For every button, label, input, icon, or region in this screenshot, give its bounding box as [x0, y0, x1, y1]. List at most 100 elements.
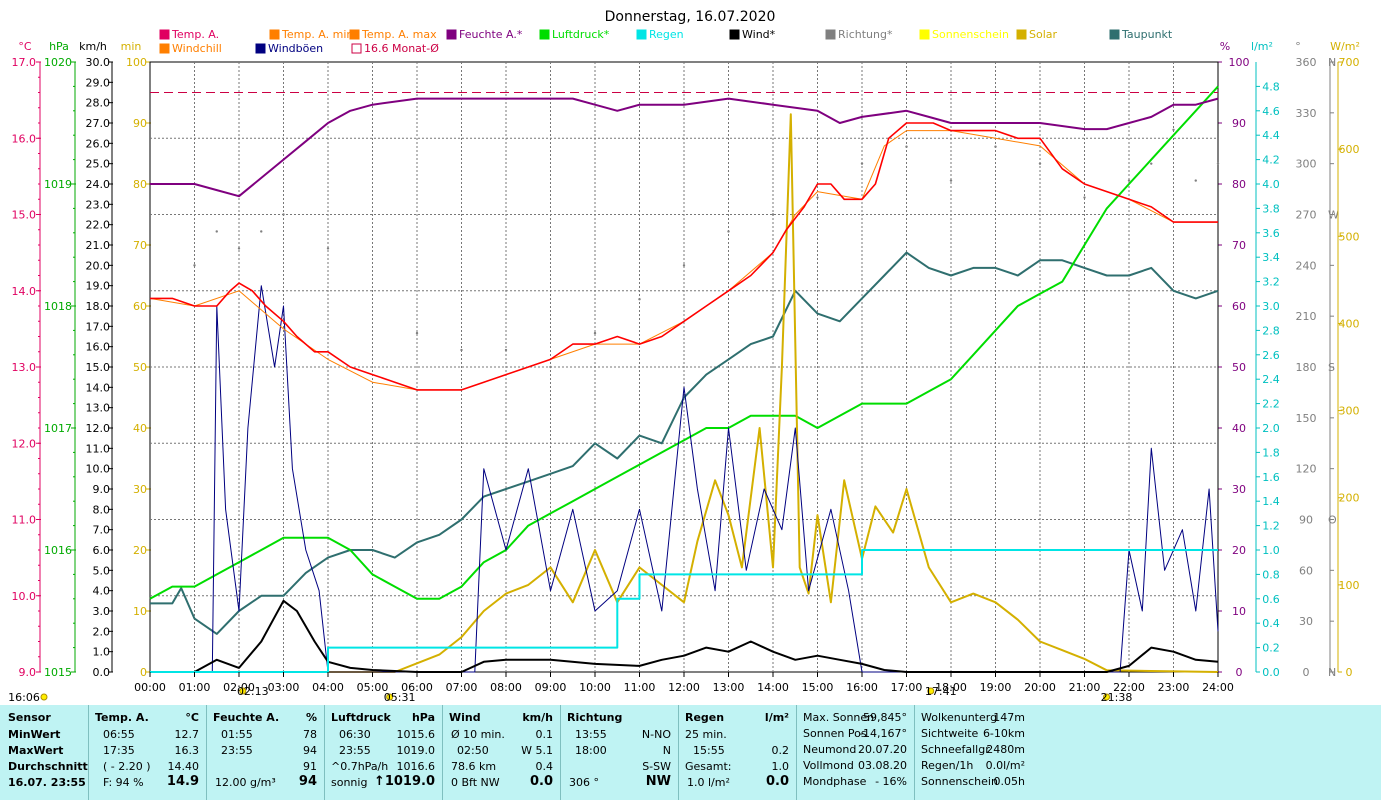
x-tick-label: 18:00 — [935, 681, 967, 694]
sun-icon — [1103, 693, 1111, 701]
dir-value-2: N — [662, 744, 671, 757]
wind-axis-tick-label: 27.0 — [86, 117, 111, 130]
temp-axis-tick-label: 12.0 — [12, 437, 37, 450]
rain-axis-tick-label: 0.8 — [1262, 568, 1280, 581]
temp-avg-value: 14.40 — [167, 760, 200, 773]
unit-pressure: hPa — [49, 40, 69, 53]
direction-axis-tick-label: 210 — [1296, 310, 1317, 323]
rain-axis-tick-label: 0.2 — [1262, 642, 1280, 655]
wind-axis-tick-label: 22.0 — [86, 219, 111, 232]
rain-now-value: 0.0 — [765, 774, 789, 789]
legend-label: Windchill — [172, 42, 222, 55]
moonphase-label: Mondphase — [803, 775, 867, 788]
fullmoon-label: Vollmond — [803, 759, 854, 772]
hum-abs-note: 12.00 g/m³ — [215, 776, 276, 789]
hum-min-value: 78 — [303, 728, 317, 741]
stats-col-temp: Temp. A. °C 06:55 12.7 17:35 16.3 ( - 2.… — [88, 705, 207, 800]
x-tick-label: 14:00 — [757, 681, 789, 694]
legend-label: Windböen — [268, 42, 323, 55]
stats-col-rain: Regen l/m² 25 min. 15:55 0.2 Gesamt: 1.0… — [678, 705, 797, 800]
direction-point — [215, 230, 218, 233]
press-max-time: 23:55 — [339, 744, 371, 757]
hum-avg-value: 91 — [303, 760, 317, 773]
fullmoon-value: 03.08.20 — [858, 759, 907, 772]
cloudbase-label: Wolkenunterg — [921, 711, 998, 724]
rain-axis-tick-label: 2.0 — [1262, 422, 1280, 435]
humidity-axis-tick-label: 50 — [1232, 361, 1246, 374]
direction-point — [860, 162, 864, 165]
direction-axis-tick-label: 180 — [1296, 361, 1317, 374]
direction-axis-tick-label: 120 — [1296, 463, 1317, 476]
series-temp-a — [150, 122, 1218, 391]
direction-point — [771, 213, 775, 216]
hum-min-time: 01:55 — [221, 728, 253, 741]
wind-axis-tick-label: 0.0 — [93, 666, 111, 679]
series-regen — [150, 549, 1218, 673]
x-tick-label: 24:00 — [1202, 681, 1234, 694]
series-feuchte-a — [150, 97, 1219, 198]
press-forecast: sonnig — [331, 776, 368, 789]
direction-axis-tick-label: 240 — [1296, 259, 1317, 272]
rain-total-label: Gesamt: — [685, 760, 732, 773]
temp-axis-tick-label: 10.0 — [12, 590, 37, 603]
legend-label: Taupunkt — [1121, 28, 1173, 41]
wind-header: Wind — [449, 711, 481, 724]
rain-unit: l/m² — [764, 711, 789, 724]
solar-axis-tick-label: 200 — [1339, 492, 1360, 505]
wind-axis-tick-label: 21.0 — [86, 239, 111, 252]
wind-axis-tick-label: 15.0 — [86, 361, 111, 374]
rain-sum: 1.0 l/m² — [687, 776, 730, 789]
wind-axis-tick-label: 24.0 — [86, 178, 111, 191]
stats-col-misc: Wolkenunterg 147m Sichtweite 6-10km Schn… — [914, 705, 1033, 800]
rain-axis-tick-label: 2.2 — [1262, 398, 1280, 411]
wind-mean-value: 0.4 — [535, 760, 554, 773]
wind-axis-tick-label: 11.0 — [86, 442, 111, 455]
series-wind — [150, 599, 1219, 673]
x-tick-label: 16:00 — [846, 681, 878, 694]
direction-axis-compass-label: S — [1328, 361, 1335, 374]
legend-label: Feuchte A.* — [459, 28, 523, 41]
direction-point — [504, 348, 508, 352]
wind-avg-label: Ø 10 min. — [451, 728, 505, 741]
sensor-row-min: MinWert — [8, 728, 61, 741]
unit-direction: ° — [1295, 40, 1301, 53]
temp-now-note: F: 94 % — [103, 776, 144, 789]
direction-point — [816, 196, 819, 199]
direction-axis-compass-label: O — [1328, 514, 1337, 527]
direction-point — [682, 264, 686, 267]
dir-degrees: 306 ° — [569, 776, 599, 789]
sun-icon — [40, 693, 48, 701]
legend-swatch — [255, 43, 266, 54]
x-tick-label: 10:00 — [579, 681, 611, 694]
newmoon-value: 20.07.20 — [858, 743, 907, 756]
wind-max-time: 02:50 — [457, 744, 489, 757]
direction-point — [1150, 162, 1153, 165]
wind-axis-tick-label: 5.0 — [93, 564, 111, 577]
x-axis: 00:00 01:00 02:00 03:00 04:00 05:00 06:00 07:00… — [134, 672, 1234, 694]
series-windböen — [150, 285, 1219, 673]
wind-now-value: 0.0 — [529, 774, 553, 789]
humidity-axis-tick-label: 60 — [1232, 300, 1246, 313]
legend-swatch — [159, 29, 170, 40]
direction-point — [994, 145, 997, 148]
x-tick-label: 22:00 — [1113, 681, 1145, 694]
sunshine-axis-tick-label: 40 — [133, 422, 147, 435]
pressure-axis-tick-label: 1016 — [44, 544, 72, 557]
legend-label: Temp. A. — [171, 28, 219, 41]
legend-swatch — [539, 29, 550, 40]
press-header: Luftdruck — [331, 711, 391, 724]
direction-axis-tick-label: 330 — [1296, 107, 1317, 120]
hum-unit: % — [305, 711, 317, 724]
x-tick-label: 00:00 — [134, 681, 166, 694]
wind-axis-tick-label: 1.0 — [93, 646, 111, 659]
x-tick-label: 02:00 — [223, 681, 255, 694]
wind-unit: km/h — [522, 711, 553, 724]
x-tick-label: 19:00 — [980, 681, 1012, 694]
wind-axis-tick-label: 20.0 — [86, 259, 111, 272]
rain-axis-tick-label: 3.4 — [1262, 251, 1280, 264]
rain-axis-tick-label: 4.6 — [1262, 105, 1280, 118]
direction-point — [593, 331, 597, 335]
x-tick-label: 04:00 — [312, 681, 344, 694]
direction-point — [905, 145, 908, 148]
x-tick-label: 11:00 — [624, 681, 656, 694]
